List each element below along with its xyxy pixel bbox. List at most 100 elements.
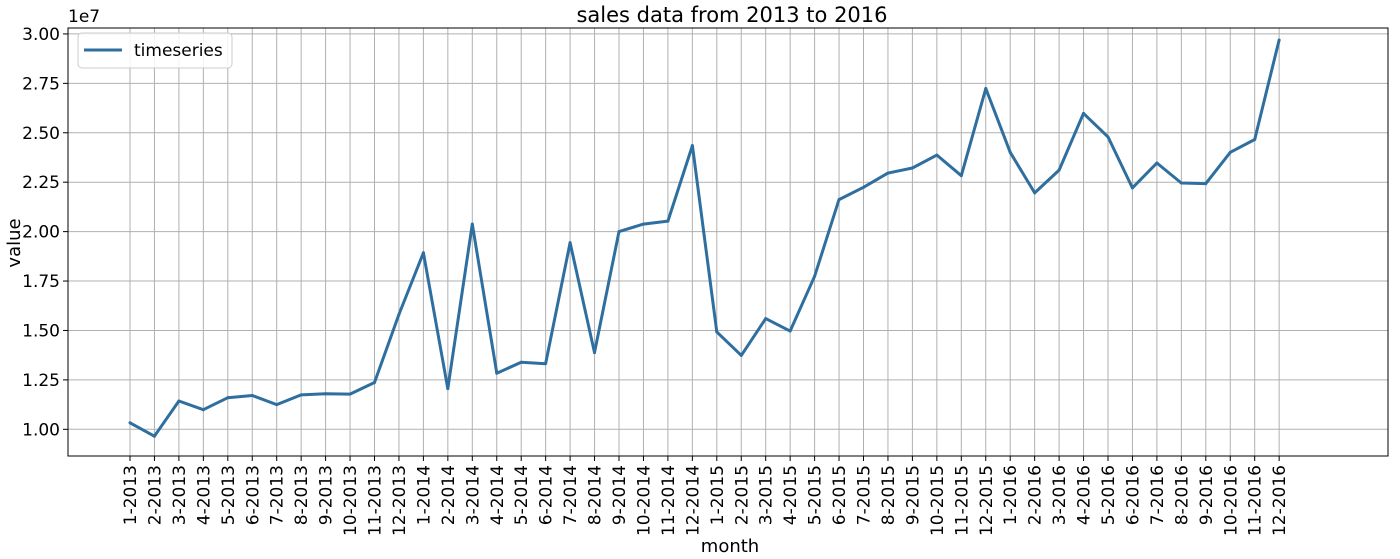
data-point [1179, 181, 1183, 185]
data-point [446, 387, 450, 391]
data-point [837, 198, 841, 202]
data-point [935, 153, 939, 157]
data-point [1106, 135, 1110, 139]
x-tick-label: 2-2013 [145, 465, 165, 525]
x-tick-label: 3-2014 [463, 465, 483, 525]
data-point [886, 171, 890, 175]
x-tick-label: 7-2016 [1148, 465, 1168, 525]
axis-ticks: 1.00 1.25 1.50 1.75 2.00 2.25 2.50 2.75 3.00 1-20… [22, 25, 1290, 536]
y-axis-title: value [4, 218, 25, 267]
data-point [1228, 150, 1232, 154]
data-point [715, 330, 719, 334]
x-tick-label: 2-2015 [732, 465, 752, 525]
data-point [690, 144, 694, 148]
x-tick-label: 5-2013 [219, 465, 239, 525]
y-tick-label: 1.25 [22, 371, 60, 391]
data-point [324, 392, 328, 396]
x-tick-label: 1-2014 [414, 465, 434, 525]
data-point [152, 434, 156, 438]
x-tick-label: 6-2013 [243, 465, 263, 525]
data-point [299, 393, 303, 397]
data-point [275, 403, 279, 407]
x-tick-label: 1-2013 [121, 465, 141, 525]
data-point [1008, 150, 1012, 154]
y-tick-label: 1.75 [22, 272, 60, 292]
data-point [984, 86, 988, 90]
x-tick-label: 7-2013 [268, 465, 288, 525]
data-point [544, 362, 548, 366]
data-point [201, 408, 205, 412]
x-tick-label: 11-2015 [952, 465, 972, 536]
y-tick-label: 3.00 [22, 25, 60, 45]
x-tick-label: 10-2013 [341, 465, 361, 536]
y-tick-label: 2.00 [22, 223, 60, 243]
x-tick-label: 10-2015 [928, 465, 948, 536]
data-point [470, 222, 474, 226]
data-point [495, 371, 499, 375]
data-point [862, 185, 865, 189]
x-tick-label: 6-2014 [537, 465, 557, 525]
data-point [1155, 161, 1159, 165]
legend-label: timeseries [134, 41, 223, 61]
x-tick-label: 1-2015 [708, 465, 728, 525]
data-point [1082, 111, 1086, 115]
data-point [593, 351, 597, 355]
data-point [1277, 38, 1281, 42]
data-point [568, 241, 572, 245]
data-point [617, 230, 621, 234]
x-tick-label: 8-2016 [1172, 465, 1192, 525]
data-point [373, 380, 376, 384]
x-tick-label: 5-2014 [512, 465, 532, 525]
data-point [910, 166, 914, 170]
x-tick-label: 9-2015 [903, 465, 923, 525]
x-tick-label: 8-2014 [586, 465, 606, 525]
data-point [1057, 168, 1061, 172]
x-tick-label: 4-2013 [194, 465, 214, 525]
x-tick-label: 12-2015 [977, 465, 997, 536]
x-tick-label: 6-2015 [830, 465, 850, 525]
data-point [421, 251, 425, 255]
data-point [959, 174, 963, 178]
data-point [1253, 137, 1257, 141]
series-line-timeseries [129, 39, 1281, 438]
plot-frame [67, 27, 1389, 457]
x-tick-label: 3-2013 [170, 465, 190, 525]
x-tick-label: 7-2015 [855, 465, 875, 525]
y-tick-label: 2.25 [22, 173, 60, 193]
data-point [128, 421, 132, 425]
data-point [641, 222, 645, 226]
data-point [226, 396, 230, 400]
x-tick-label: 2-2014 [439, 465, 459, 525]
x-tick-label: 12-2014 [683, 465, 703, 536]
x-tick-label: 2-2016 [1026, 465, 1046, 525]
x-tick-label: 11-2013 [366, 465, 386, 536]
x-tick-label: 12-2016 [1270, 465, 1290, 536]
x-tick-label: 1-2016 [1001, 465, 1021, 525]
x-tick-label: 9-2016 [1197, 465, 1217, 525]
x-tick-label: 8-2015 [879, 465, 899, 525]
data-point [250, 394, 254, 398]
x-tick-label: 7-2014 [561, 465, 581, 525]
data-point [788, 329, 792, 333]
legend: timeseries [77, 32, 233, 69]
data-point [1130, 186, 1134, 190]
data-point [666, 219, 670, 223]
y-tick-label: 2.50 [22, 124, 60, 144]
data-point [1204, 182, 1208, 186]
data-point [397, 312, 401, 316]
x-tick-label: 5-2016 [1099, 465, 1119, 525]
chart-title: sales data from 2013 to 2016 [576, 3, 887, 27]
x-tick-label: 4-2015 [781, 465, 801, 525]
data-point [348, 392, 352, 396]
series-layer [128, 38, 1281, 438]
x-tick-label: 12-2013 [390, 465, 410, 536]
x-tick-label: 3-2015 [757, 465, 777, 525]
data-point [739, 353, 743, 357]
x-tick-label: 4-2014 [488, 465, 508, 525]
data-point [764, 317, 768, 321]
x-tick-label: 11-2014 [659, 465, 679, 536]
legend-box [77, 32, 233, 69]
data-point [519, 360, 523, 364]
x-tick-label: 10-2016 [1221, 465, 1241, 536]
